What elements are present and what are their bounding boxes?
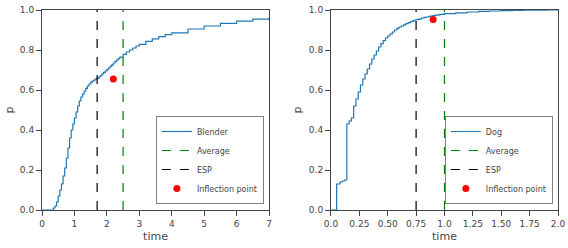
svg-text:time: time — [143, 230, 168, 243]
svg-text:0.4: 0.4 — [309, 125, 324, 135]
svg-text:0.2: 0.2 — [20, 165, 34, 175]
svg-text:1: 1 — [72, 219, 78, 229]
svg-text:2.0: 2.0 — [551, 219, 566, 229]
svg-text:0.0: 0.0 — [309, 205, 324, 215]
svg-text:Dog: Dog — [486, 128, 502, 137]
svg-text:p: p — [3, 106, 16, 113]
svg-text:Inflection point: Inflection point — [197, 185, 257, 194]
svg-text:1.50: 1.50 — [491, 219, 511, 229]
svg-text:0.6: 0.6 — [20, 85, 35, 95]
svg-text:1.0: 1.0 — [20, 5, 35, 15]
svg-text:Average: Average — [486, 147, 519, 156]
svg-text:0.8: 0.8 — [20, 45, 35, 55]
svg-text:3: 3 — [136, 219, 142, 229]
svg-text:0.0: 0.0 — [20, 205, 35, 215]
svg-text:7: 7 — [266, 219, 272, 229]
svg-text:5: 5 — [201, 219, 207, 229]
svg-text:1.25: 1.25 — [463, 219, 483, 229]
svg-text:2: 2 — [104, 219, 110, 229]
svg-text:0.4: 0.4 — [20, 125, 35, 135]
svg-text:Average: Average — [197, 147, 230, 156]
svg-text:ESP: ESP — [197, 166, 212, 175]
svg-text:time: time — [432, 230, 457, 243]
svg-text:1.0: 1.0 — [437, 219, 452, 229]
svg-text:1.75: 1.75 — [520, 219, 540, 229]
svg-text:4: 4 — [169, 219, 175, 229]
svg-text:0: 0 — [39, 219, 45, 229]
svg-text:0.2: 0.2 — [309, 165, 323, 175]
svg-text:1.0: 1.0 — [309, 5, 324, 15]
svg-text:0.6: 0.6 — [309, 85, 324, 95]
svg-text:ESP: ESP — [486, 166, 501, 175]
svg-text:0.8: 0.8 — [309, 45, 324, 55]
svg-text:p: p — [291, 106, 304, 113]
svg-text:6: 6 — [234, 219, 240, 229]
svg-text:0.50: 0.50 — [378, 219, 398, 229]
svg-text:Inflection point: Inflection point — [486, 185, 546, 194]
svg-text:Blender: Blender — [197, 128, 229, 137]
svg-text:0.25: 0.25 — [349, 219, 369, 229]
svg-text:0.0: 0.0 — [324, 219, 339, 229]
svg-text:0.75: 0.75 — [406, 219, 426, 229]
